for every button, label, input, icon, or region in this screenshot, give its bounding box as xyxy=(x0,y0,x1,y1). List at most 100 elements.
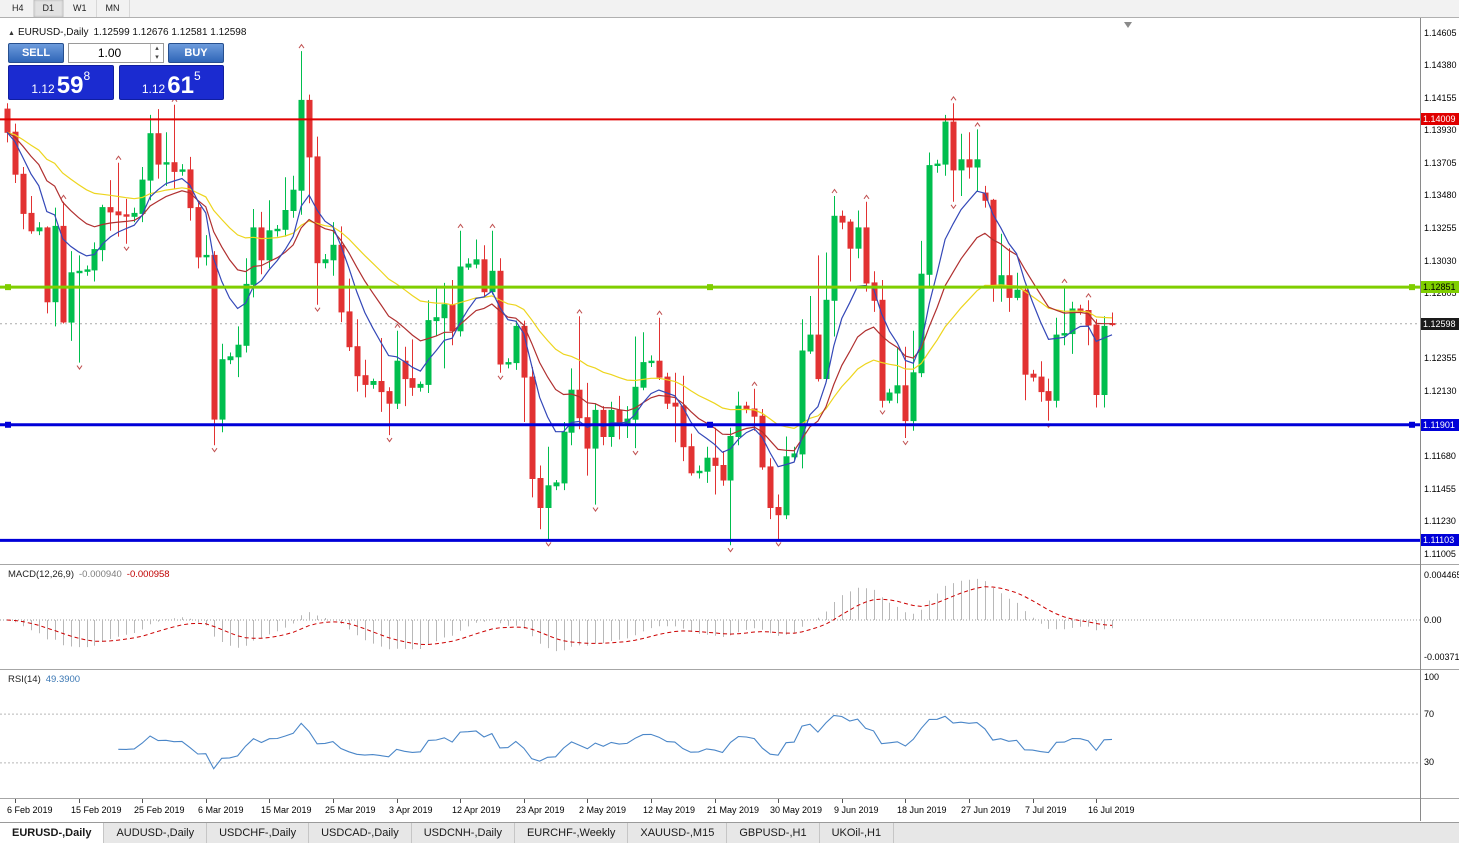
price-axis-border xyxy=(1420,18,1421,821)
time-axis-label: 25 Feb 2019 xyxy=(134,805,185,815)
line-handle xyxy=(707,421,713,428)
chart-tab-eurchf-weekly[interactable]: EURCHF-,Weekly xyxy=(515,823,629,843)
bid-superscript: 8 xyxy=(83,69,91,83)
time-axis-label: 9 Jun 2019 xyxy=(834,805,879,815)
chart-title: ▲ EURUSD-,Daily 1.12599 1.12676 1.12581 1.… xyxy=(8,27,246,38)
pane-separator[interactable] xyxy=(0,564,1459,565)
volume-decrease-button[interactable]: ▾ xyxy=(155,54,159,61)
buy-button[interactable]: BUY xyxy=(168,43,224,63)
timeframe-toolbar: H4 D1 W1 MN xyxy=(0,0,1459,18)
volume-field[interactable]: 1.00 ▴ ▾ xyxy=(68,43,164,63)
moving-average-32 xyxy=(6,131,1113,430)
price-axis-label: 1.13480 xyxy=(1424,190,1457,200)
timeframe-button-h4[interactable]: H4 xyxy=(3,0,34,17)
chart-symbol-label: EURUSD-,Daily xyxy=(17,27,89,38)
volume-value: 1.00 xyxy=(97,46,122,60)
bid-big-digits: 59 xyxy=(56,72,84,99)
price-axis-label: 1.13705 xyxy=(1424,158,1457,168)
rsi-line xyxy=(118,714,1113,770)
chart-tab-usdcnh-daily[interactable]: USDCNH-,Daily xyxy=(412,823,515,843)
timeframe-button-w1[interactable]: W1 xyxy=(64,0,97,17)
macd-histogram xyxy=(15,578,1113,652)
price-badge: 1.11103 xyxy=(1421,534,1459,546)
price-axis-label: 1.13030 xyxy=(1424,256,1457,266)
ask-prefix: 1.12 xyxy=(141,82,166,96)
moving-average-8 xyxy=(6,131,1113,468)
time-axis-label: 23 Apr 2019 xyxy=(516,805,565,815)
macd-axis-label: -0.00371 xyxy=(1424,652,1459,662)
chart-tab-bar: EURUSD-,Daily AUDUSD-,Daily USDCHF-,Daily U… xyxy=(0,822,1459,843)
time-axis-label: 7 Jul 2019 xyxy=(1025,805,1067,815)
time-axis-label: 16 Jul 2019 xyxy=(1088,805,1135,815)
time-axis[interactable]: 6 Feb 2019 15 Feb 2019 25 Feb 2019 6 Mar 20… xyxy=(0,799,1420,821)
macd-canvas[interactable] xyxy=(0,565,1420,669)
bid-price-display[interactable]: 1.12 59 8 xyxy=(8,65,114,100)
chart-tab-xauusd-m15[interactable]: XAUUSD-,M15 xyxy=(628,823,728,843)
price-axis[interactable]: 1.14605 1.14380 1.14155 1.13930 1.13705 1.134… xyxy=(1420,18,1459,821)
chart-shift-marker xyxy=(1124,22,1132,28)
chart-tab-eurusd-daily[interactable]: EURUSD-,Daily xyxy=(0,823,105,843)
price-axis-label: 1.12130 xyxy=(1424,386,1457,396)
volume-increase-button[interactable]: ▴ xyxy=(155,45,159,52)
price-axis-label: 1.11680 xyxy=(1424,451,1456,461)
line-handle xyxy=(5,284,11,291)
rsi-value: 49.3900 xyxy=(45,674,81,685)
price-axis-label: 1.11230 xyxy=(1424,516,1456,526)
ask-big-digits: 61 xyxy=(167,72,194,99)
time-axis-label: 21 May 2019 xyxy=(707,805,760,815)
time-axis-label: 18 Jun 2019 xyxy=(897,805,947,815)
chart-tab-ukoil-h1[interactable]: UKOil-,H1 xyxy=(820,823,895,843)
time-axis-label: 30 May 2019 xyxy=(770,805,823,815)
price-axis-label: 1.11005 xyxy=(1424,549,1456,559)
rsi-canvas[interactable] xyxy=(0,670,1420,798)
rsi-name: RSI(14) xyxy=(8,674,41,685)
macd-signal-line xyxy=(6,586,1113,646)
time-axis-label: 15 Mar 2019 xyxy=(261,805,312,815)
line-handle xyxy=(707,284,713,291)
price-axis-label: 1.14155 xyxy=(1424,93,1457,103)
price-axis-label: 1.13930 xyxy=(1424,125,1457,135)
ask-price-display[interactable]: 1.12 61 5 xyxy=(118,65,224,100)
time-axis-label: 27 Jun 2019 xyxy=(961,805,1011,815)
price-axis-label: 1.12355 xyxy=(1424,353,1457,363)
time-axis-label: 25 Mar 2019 xyxy=(325,805,376,815)
chart-tab-usdchf-daily[interactable]: USDCHF-,Daily xyxy=(207,823,310,843)
bid-prefix: 1.12 xyxy=(31,82,55,96)
time-axis-label: 6 Mar 2019 xyxy=(198,805,244,815)
price-badge: 1.12851 xyxy=(1421,281,1459,293)
price-axis-label: 1.14605 xyxy=(1424,28,1457,38)
macd-signal-value: -0.000958 xyxy=(126,569,170,580)
sell-button[interactable]: SELL xyxy=(8,43,64,63)
pane-separator[interactable] xyxy=(0,669,1459,670)
time-axis-label: 2 May 2019 xyxy=(579,805,627,815)
price-chart-canvas[interactable] xyxy=(0,18,1420,564)
fractal-markers xyxy=(60,43,1092,553)
line-handle xyxy=(5,421,11,428)
chart-tab-gbpusd-h1[interactable]: GBPUSD-,H1 xyxy=(727,823,820,843)
line-handle xyxy=(1409,284,1415,291)
time-axis-label: 15 Feb 2019 xyxy=(71,805,122,815)
chart-tab-usdcad-daily[interactable]: USDCAD-,Daily xyxy=(309,823,412,843)
price-badge: 1.11901 xyxy=(1421,419,1459,431)
price-axis-label: 1.14380 xyxy=(1424,60,1457,70)
macd-name: MACD(12,26,9) xyxy=(8,569,74,580)
time-axis-label: 3 Apr 2019 xyxy=(389,805,433,815)
timeframe-button-d1[interactable]: D1 xyxy=(33,0,65,17)
timeframe-button-mn[interactable]: MN xyxy=(97,0,130,17)
price-axis-label: 1.12805 xyxy=(1424,288,1457,298)
chart-tab-audusd-daily[interactable]: AUDUSD-,Daily xyxy=(104,823,208,843)
time-axis-label: 12 May 2019 xyxy=(643,805,696,815)
one-click-toggle-icon[interactable]: ▲ xyxy=(8,30,15,37)
time-axis-label: 6 Feb 2019 xyxy=(7,805,53,815)
macd-axis-label: 0.00 xyxy=(1424,615,1442,625)
price-axis-label: 1.13255 xyxy=(1424,223,1457,233)
macd-main-value: -0.000940 xyxy=(79,569,122,580)
rsi-axis-label: 30 xyxy=(1424,757,1435,767)
pane-separator[interactable] xyxy=(0,798,1459,799)
line-handle xyxy=(1409,421,1415,428)
price-badge: 1.14009 xyxy=(1421,113,1459,125)
macd-axis-label: 0.004465 xyxy=(1424,570,1459,580)
rsi-axis-label: 100 xyxy=(1424,672,1440,682)
moving-average-16 xyxy=(6,131,1112,452)
